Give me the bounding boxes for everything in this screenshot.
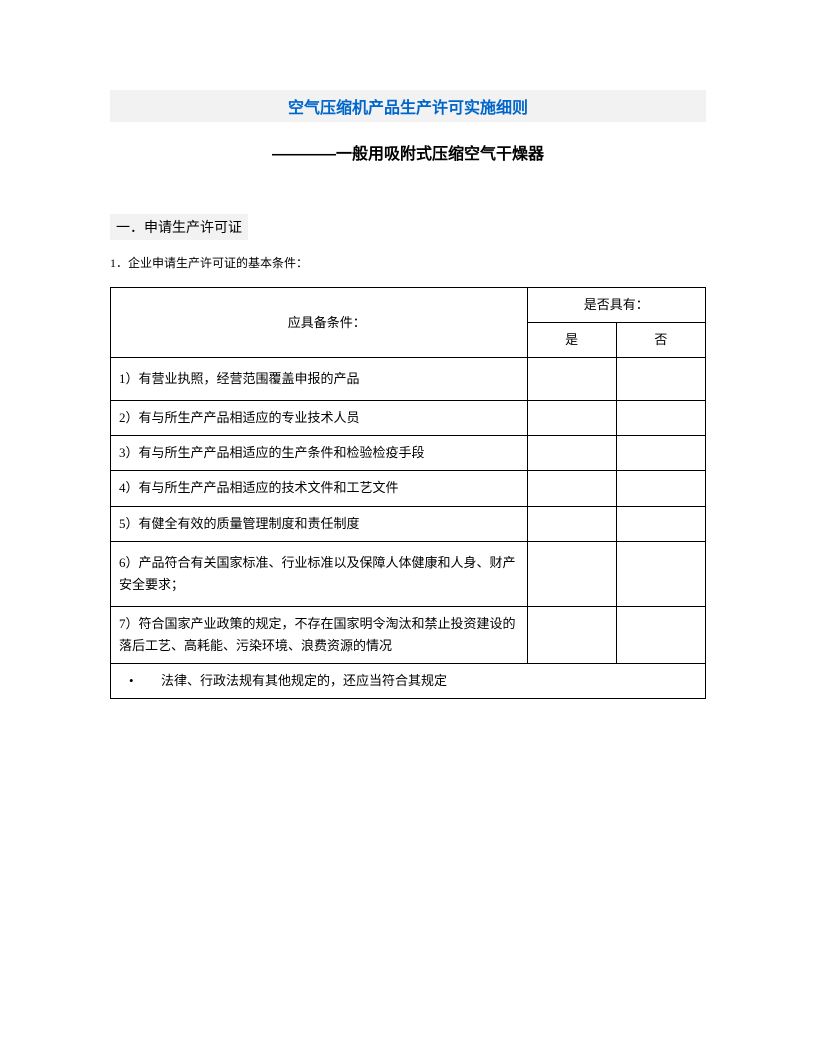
yes-cell[interactable] (527, 401, 616, 436)
bullet-icon: • (145, 670, 161, 692)
no-cell[interactable] (616, 606, 705, 663)
section-header: 一．申请生产许可证 (110, 214, 248, 240)
condition-cell: 3）有与所生产产品相适应的生产条件和检验检疫手段 (111, 436, 528, 471)
yes-cell[interactable] (527, 358, 616, 401)
table-row: 1）有营业执照，经营范围覆盖申报的产品 (111, 358, 706, 401)
no-cell[interactable] (616, 541, 705, 606)
condition-cell: 7）符合国家产业政策的规定，不存在国家明令淘汰和禁止投资建设的落后工艺、高耗能、… (111, 606, 528, 663)
condition-cell: 6）产品符合有关国家标准、行业标准以及保障人体健康和人身、财产安全要求； (111, 541, 528, 606)
document-title: 空气压缩机产品生产许可实施细则 (110, 94, 706, 118)
table-row: 5）有健全有效的质量管理制度和责任制度 (111, 506, 706, 541)
table-row: 3）有与所生产产品相适应的生产条件和检验检疫手段 (111, 436, 706, 471)
document-page: 空气压缩机产品生产许可实施细则 ————一般用吸附式压缩空气干燥器 一．申请生产… (0, 0, 816, 699)
table-row: 4）有与所生产产品相适应的技术文件和工艺文件 (111, 471, 706, 506)
footer-cell: •法律、行政法规有其他规定的，还应当符合其规定 (111, 664, 706, 699)
condition-cell: 4）有与所生产产品相适应的技术文件和工艺文件 (111, 471, 528, 506)
title-block: 空气压缩机产品生产许可实施细则 (110, 90, 706, 122)
yes-cell[interactable] (527, 606, 616, 663)
condition-cell: 2）有与所生产产品相适应的专业技术人员 (111, 401, 528, 436)
table-row: 7）符合国家产业政策的规定，不存在国家明令淘汰和禁止投资建设的落后工艺、高耗能、… (111, 606, 706, 663)
table-row: 2）有与所生产产品相适应的专业技术人员 (111, 401, 706, 436)
table-row: 6）产品符合有关国家标准、行业标准以及保障人体健康和人身、财产安全要求； (111, 541, 706, 606)
table-header-row-1: 应具备条件： 是否具有： (111, 288, 706, 323)
intro-text: 1．企业申请生产许可证的基本条件： (110, 254, 706, 271)
footer-text: 法律、行政法规有其他规定的，还应当符合其规定 (161, 673, 447, 688)
yes-cell[interactable] (527, 541, 616, 606)
col-yes: 是 (527, 323, 616, 358)
no-cell[interactable] (616, 471, 705, 506)
no-cell[interactable] (616, 436, 705, 471)
no-cell[interactable] (616, 401, 705, 436)
table-footer-row: •法律、行政法规有其他规定的，还应当符合其规定 (111, 664, 706, 699)
header-has: 是否具有： (527, 288, 706, 323)
conditions-table: 应具备条件： 是否具有： 是 否 1）有营业执照，经营范围覆盖申报的产品 2）有… (110, 287, 706, 699)
condition-cell: 5）有健全有效的质量管理制度和责任制度 (111, 506, 528, 541)
yes-cell[interactable] (527, 436, 616, 471)
no-cell[interactable] (616, 358, 705, 401)
yes-cell[interactable] (527, 506, 616, 541)
section-header-wrap: 一．申请生产许可证 (110, 214, 706, 254)
condition-cell: 1）有营业执照，经营范围覆盖申报的产品 (111, 358, 528, 401)
col-no: 否 (616, 323, 705, 358)
header-conditions: 应具备条件： (111, 288, 528, 358)
no-cell[interactable] (616, 506, 705, 541)
yes-cell[interactable] (527, 471, 616, 506)
document-subtitle: ————一般用吸附式压缩空气干燥器 (110, 140, 706, 164)
